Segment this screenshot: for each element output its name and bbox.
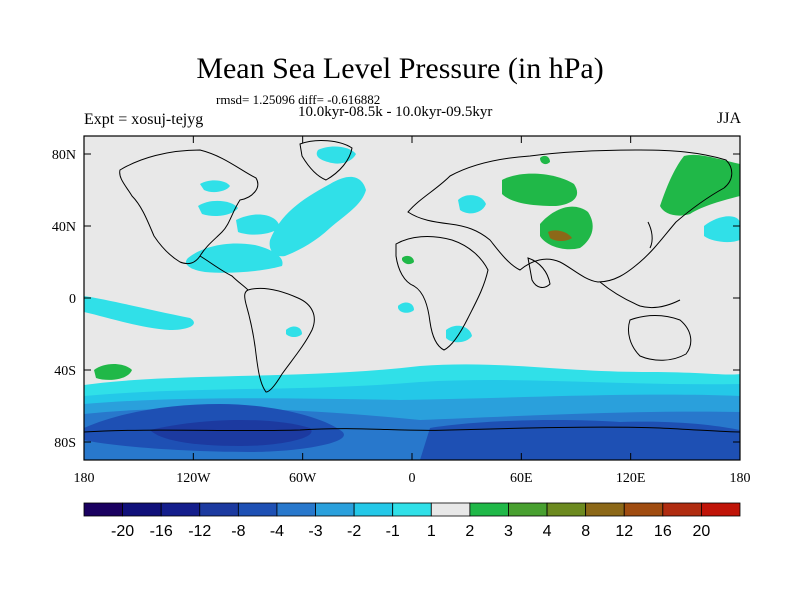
contour-andes — [286, 326, 302, 337]
contour-europe — [458, 195, 486, 214]
colorbar-swatch — [315, 502, 355, 517]
contour-tibet-core — [548, 230, 572, 241]
y-tick-label: 40S — [54, 364, 76, 379]
coast-greenland — [299, 140, 353, 181]
contour-east-siberia — [660, 154, 740, 216]
coast-india — [527, 257, 551, 288]
colorbar-label: 12 — [615, 523, 633, 540]
coast-north-america — [119, 149, 259, 265]
x-tick-label: 60W — [289, 471, 317, 486]
contour-caribbean — [185, 243, 283, 273]
colorbar-label: -3 — [308, 523, 322, 540]
coast-africa — [395, 236, 489, 351]
colorbar-swatch — [276, 502, 316, 517]
colorbar-label: -20 — [111, 523, 134, 540]
colorbar-swatch — [701, 502, 741, 517]
colorbar-swatch — [392, 502, 432, 517]
colorbar-label: 4 — [543, 523, 552, 540]
colorbar-swatch — [585, 502, 625, 517]
contour-africa-west — [398, 302, 414, 313]
contour-greenland — [316, 146, 356, 164]
contour-east-antarctic-dark — [420, 420, 740, 460]
contour-deep-low — [150, 419, 312, 446]
x-tick-label: 0 — [409, 471, 416, 486]
y-tick-label: 80N — [52, 148, 76, 163]
colorbar-label: 1 — [427, 523, 436, 540]
colorbar-swatch — [122, 502, 162, 517]
coast-australia — [627, 315, 692, 361]
experiment-label: Expt = xosuj-tejyg — [84, 111, 204, 128]
colorbar-label: -1 — [386, 523, 400, 540]
colorbar-label: 3 — [504, 523, 513, 540]
colorbar-swatch — [469, 502, 509, 517]
contour-sahel-high — [402, 255, 414, 265]
coast-southeast-asia — [599, 281, 681, 309]
coast-south-america — [244, 287, 315, 393]
contour-fills — [84, 146, 740, 460]
x-tick-label: 180 — [730, 471, 751, 486]
colorbar-swatch — [662, 502, 702, 517]
colorbar-swatch — [546, 502, 587, 517]
x-tick-label: 120E — [616, 471, 646, 486]
colorbar-swatch — [83, 502, 123, 517]
contour-atlantic-east — [236, 214, 280, 235]
contour-siberia-small — [540, 155, 550, 165]
colorbar-swatch — [237, 502, 278, 517]
x-tick-label: 120W — [176, 471, 211, 486]
season-label: JJA — [716, 110, 741, 127]
x-tick-label: 180 — [74, 471, 95, 486]
contour-west-pacific — [704, 216, 740, 243]
colorbar-swatch — [623, 502, 664, 517]
colorbar-label: 2 — [465, 523, 474, 540]
coast-europe-asia — [407, 149, 733, 283]
plot-title: Mean Sea Level Pressure (in hPa) — [196, 52, 604, 85]
colorbar-swatch — [199, 502, 239, 517]
colorbar-label: -12 — [188, 523, 211, 540]
colorbar-label: 20 — [693, 523, 711, 540]
period-label: 10.0kyr-08.5k - 10.0kyr-09.5kyr — [298, 104, 493, 120]
rmsd-diff-stats: rmsd= 1.25096 diff= -0.616882 — [216, 92, 381, 107]
colorbar-swatch — [430, 502, 471, 517]
x-axis: 180 120W 60W 0 60E 120E 180 — [74, 136, 751, 486]
y-tick-label: 40N — [52, 220, 76, 235]
colorbar-label: -8 — [231, 523, 245, 540]
y-tick-label: 80S — [54, 436, 76, 451]
coast-japan — [647, 221, 653, 249]
contour-south-pacific-high — [94, 364, 132, 380]
y-axis: 80N 40N 0 40S 80S — [52, 148, 740, 451]
colorbar-label: -4 — [270, 523, 284, 540]
colorbar-label: -2 — [347, 523, 361, 540]
colorbar-label: 8 — [581, 523, 590, 540]
contour-canada — [200, 180, 230, 193]
contour-north-atlantic — [269, 176, 366, 257]
contour-east-pacific — [84, 296, 194, 330]
coastlines — [84, 140, 740, 433]
colorbar-label: 16 — [654, 523, 672, 540]
y-tick-label: 0 — [69, 292, 76, 307]
contour-na-west — [198, 200, 238, 216]
colorbar-swatch — [508, 502, 548, 517]
coast-antarctica — [84, 426, 740, 433]
x-tick-label: 60E — [510, 471, 533, 486]
coast-central-america — [199, 255, 249, 291]
contour-central-asia — [502, 173, 578, 206]
colorbar-swatch — [353, 502, 394, 517]
colorbar-swatch — [160, 502, 201, 517]
colorbar: -20 -16 -12 -8 -4 -3 -2 -1 1 2 3 4 8 12 16 20 — [83, 502, 741, 540]
colorbar-label: -16 — [150, 523, 173, 540]
